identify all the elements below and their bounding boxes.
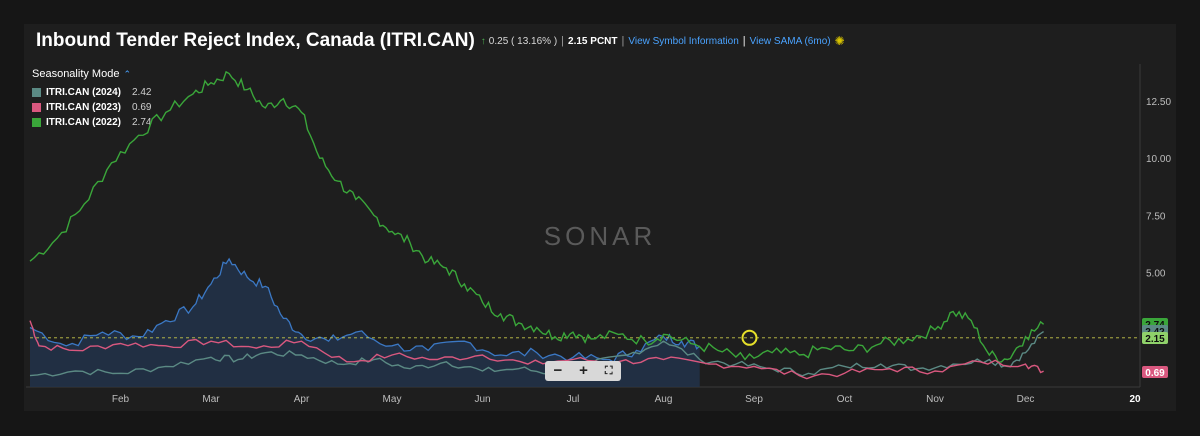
x-tick-label: Jul [567,394,580,405]
zoom-in-button[interactable]: + [579,362,588,379]
zoom-out-button[interactable]: − [553,362,563,379]
x-tick-label: Dec [1017,394,1035,405]
price-tag-label: 2.15 [1145,334,1165,345]
legend-item-name: ITRI.CAN (2022) [46,117,122,128]
legend-item-value: 0.69 [132,102,152,113]
legend-item-name: ITRI.CAN (2024) [46,87,122,98]
area-fill [30,258,700,387]
view-symbol-info-link[interactable]: View Symbol Information [628,35,739,47]
legend-swatch [32,103,41,112]
separator: | [742,35,746,47]
price-tag-label: 0.69 [1145,368,1165,379]
series-line-0 [29,70,1045,363]
current-value: 2.15 PCNT [568,35,618,47]
area-series-line [29,257,701,363]
x-tick-label: Sep [745,394,763,405]
seasonality-mode-label: Seasonality Mode [32,68,120,80]
chart-header: Inbound Tender Reject Index, Canada (ITR… [36,28,845,54]
x-tick-label: May [383,394,402,405]
x-tick-label: 20 [1129,394,1141,405]
legend-item-2022[interactable]: ITRI.CAN (2022) 2.74 [32,115,151,130]
y-tick-label: 5.00 [1146,269,1166,280]
view-sama-link[interactable]: View SAMA (6mo) [749,35,831,47]
chart-title: Inbound Tender Reject Index, Canada (ITR… [36,30,475,51]
legend-item-2023[interactable]: ITRI.CAN (2023) 0.69 [32,100,151,115]
legend-swatch [32,88,41,97]
x-tick-label: Nov [926,394,944,405]
y-tick-label: 10.00 [1146,154,1171,165]
crosshair-marker [741,329,758,346]
zoom-controls: − + ⛶ [545,361,621,381]
legend-item-value: 2.42 [132,87,152,98]
legend-item-value: 2.74 [132,117,152,128]
x-tick-label: Oct [837,394,853,405]
x-tick-label: Apr [294,394,310,405]
legend-swatch [32,118,41,127]
x-tick-label: Aug [655,394,673,405]
x-tick-label: Jun [474,394,490,405]
watermark: SONAR [544,221,656,251]
separator: | [621,35,625,47]
y-tick-label: 7.50 [1146,211,1166,222]
up-arrow-icon: ↑ [480,35,486,47]
legend: Seasonality Mode ⌃ ITRI.CAN (2024) 2.42 … [32,68,151,130]
sama-icon[interactable]: ✺ [834,34,845,48]
separator: | [561,35,565,47]
price-tag [1142,332,1168,344]
y-tick-label: 12.50 [1146,97,1171,108]
x-tick-label: Feb [112,394,130,405]
legend-item-name: ITRI.CAN (2023) [46,102,122,113]
legend-item-2024[interactable]: ITRI.CAN (2024) 2.42 [32,85,151,100]
price-tag [1142,366,1168,378]
seasonality-mode-toggle[interactable]: Seasonality Mode ⌃ [32,68,151,80]
change-value: 0.25 ( 13.16% ) [488,35,558,47]
x-tick-label: Mar [202,394,220,405]
fullscreen-button[interactable]: ⛶ [604,365,613,377]
chevron-up-icon: ⌃ [123,68,131,79]
series-line-2 [29,320,1044,380]
